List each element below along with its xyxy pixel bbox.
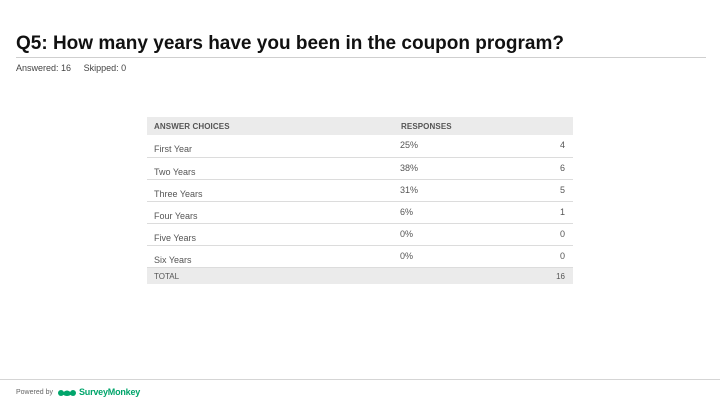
response-percent: 25% xyxy=(394,135,474,158)
responses-header: RESPONSES xyxy=(394,117,574,135)
response-count: 0 xyxy=(474,245,574,268)
answer-choice: Four Years xyxy=(147,201,394,224)
response-count: 1 xyxy=(474,201,574,224)
skipped-count: Skipped: 0 xyxy=(83,63,127,73)
response-summary: Answered: 16 Skipped: 0 xyxy=(16,63,126,73)
table-header-row: ANSWER CHOICES RESPONSES xyxy=(147,117,574,135)
response-percent: 6% xyxy=(394,201,474,224)
table-row: Two Years 38% 6 xyxy=(147,157,574,180)
answer-choice: First Year xyxy=(147,135,394,158)
response-percent: 38% xyxy=(394,157,474,180)
powered-by-label: Powered by xyxy=(16,388,53,396)
response-count: 4 xyxy=(474,135,574,158)
answer-choices-header: ANSWER CHOICES xyxy=(147,117,394,135)
response-percent: 0% xyxy=(394,245,474,268)
table-row: Six Years 0% 0 xyxy=(147,245,574,268)
surveymonkey-logo-icon xyxy=(57,390,76,396)
response-count: 6 xyxy=(474,157,574,180)
table-row: First Year 25% 4 xyxy=(147,135,574,158)
table-row: Three Years 31% 5 xyxy=(147,179,574,202)
question-title: Q5: How many years have you been in the … xyxy=(16,33,564,54)
answer-choice: Five Years xyxy=(147,223,394,246)
footer-divider xyxy=(0,379,720,380)
answered-count: Answered: 16 xyxy=(16,63,72,73)
total-label: TOTAL xyxy=(147,267,394,284)
response-percent: 31% xyxy=(394,179,474,202)
response-count: 0 xyxy=(474,223,574,246)
response-count: 5 xyxy=(474,179,574,202)
total-spacer xyxy=(394,267,474,284)
footer: Powered by SurveyMonkey xyxy=(16,386,140,398)
answer-choice: Six Years xyxy=(147,245,394,268)
table-total-row: TOTAL 16 xyxy=(147,267,574,284)
table-row: Five Years 0% 0 xyxy=(147,223,574,246)
answer-choice: Three Years xyxy=(147,179,394,202)
table-row: Four Years 6% 1 xyxy=(147,201,574,224)
response-percent: 0% xyxy=(394,223,474,246)
total-count: 16 xyxy=(474,267,574,284)
answer-choice: Two Years xyxy=(147,157,394,180)
title-divider xyxy=(16,57,706,58)
surveymonkey-brand: SurveyMonkey xyxy=(78,387,141,397)
results-table: ANSWER CHOICES RESPONSES First Year 25% … xyxy=(147,117,574,284)
